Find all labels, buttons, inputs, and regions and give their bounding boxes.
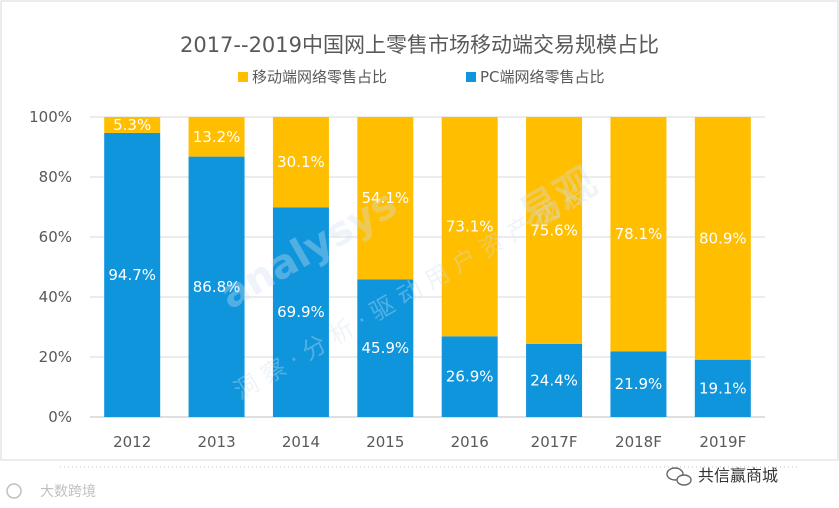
bar-segment (104, 117, 161, 133)
footer-right-text: 共信赢商城 (698, 466, 778, 485)
x-tick-label: 2017F (531, 433, 578, 451)
footer-right: 共信赢商城 (666, 466, 778, 486)
y-axis: 0% 20% 40% 60% 80% 100% (29, 108, 72, 426)
footer-left-text: 大数跨境 (40, 484, 96, 500)
bar-segment (526, 343, 583, 417)
data-label: 24.4% (530, 371, 578, 389)
bar-segment (188, 117, 245, 157)
y-tick-label: 40% (39, 288, 72, 306)
y-tick-label: 60% (39, 228, 72, 246)
data-label: 30.1% (277, 153, 325, 171)
bar-segment (357, 279, 414, 417)
bar-segment (441, 336, 498, 417)
bar-segment (272, 207, 329, 417)
legend-swatch (238, 72, 248, 82)
legend: 移动端网络零售占比 PC端网络零售占比 (238, 68, 605, 86)
footer-left: 大数跨境 (6, 483, 96, 500)
data-label: 80.9% (699, 229, 747, 247)
legend-label: 移动端网络零售占比 (252, 68, 387, 86)
wechat-icon-bubble (676, 474, 692, 486)
data-label: 26.9% (446, 368, 494, 386)
chart-title: 2017--2019中国网上零售市场移动端交易规模占比 (180, 33, 659, 57)
data-label: 94.7% (108, 266, 156, 284)
x-tick-label: 2013 (197, 433, 235, 451)
data-label: 73.1% (446, 218, 494, 236)
bar-segment (441, 117, 498, 337)
data-label: 21.9% (615, 375, 663, 393)
chart-border (0, 0, 839, 461)
bar-segment (357, 117, 414, 280)
legend-label: PC端网络零售占比 (480, 68, 605, 86)
y-tick-label: 100% (29, 108, 72, 126)
x-tick-label: 2018F (615, 433, 662, 451)
data-label: 19.1% (699, 379, 747, 397)
x-tick-label: 2016 (451, 433, 489, 451)
y-tick-label: 20% (39, 348, 72, 366)
legend-swatch (466, 72, 476, 82)
data-label: 69.9% (277, 303, 325, 321)
x-tick-label: 2014 (282, 433, 320, 451)
bar-segment (104, 132, 161, 417)
data-label: 54.1% (361, 189, 409, 207)
bar-segment (694, 359, 751, 417)
data-label: 5.3% (113, 116, 151, 134)
x-tick-label: 2012 (113, 433, 151, 451)
bar-segment (526, 117, 583, 344)
data-label: 86.8% (193, 278, 241, 296)
y-tick-label: 80% (39, 168, 72, 186)
data-label: 78.1% (615, 225, 663, 243)
x-axis: 2012 2013 2014 2015 2016 2017F 2018F 2019F (113, 433, 746, 451)
brand-logo-icon (6, 483, 22, 499)
data-label: 75.6% (530, 221, 578, 239)
data-label: 45.9% (361, 339, 409, 357)
bars: 94.7% 5.3% 86.8% 13.2% 69.9% 30.1% 45.9% 54.1% 2… (104, 116, 751, 417)
bar-segment (188, 156, 245, 417)
x-tick-label: 2019F (699, 433, 746, 451)
y-tick-label: 0% (48, 408, 72, 426)
x-tick-label: 2015 (366, 433, 404, 451)
bar-segment (610, 351, 667, 417)
bar-segment (610, 117, 667, 352)
data-label: 13.2% (193, 128, 241, 146)
bar-segment (694, 117, 751, 360)
wechat-icon (666, 467, 684, 481)
bar-segment (272, 117, 329, 208)
